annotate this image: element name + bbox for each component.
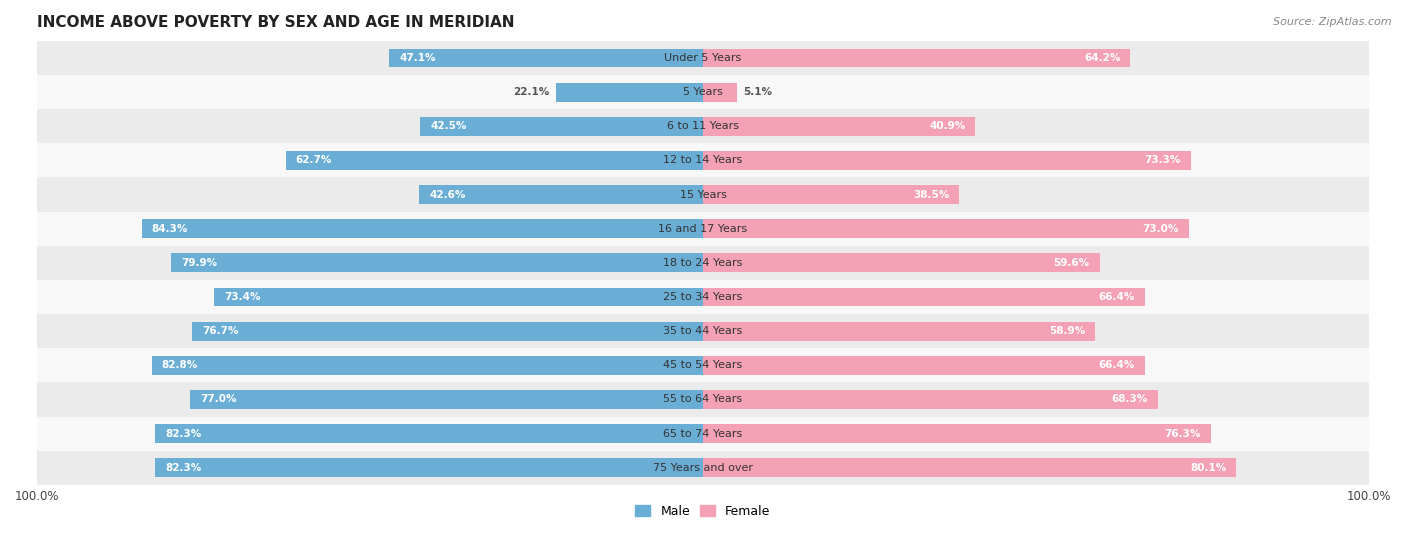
Text: 38.5%: 38.5%: [912, 190, 949, 200]
Bar: [37, 280, 1369, 314]
Text: INCOME ABOVE POVERTY BY SEX AND AGE IN MERIDIAN: INCOME ABOVE POVERTY BY SEX AND AGE IN M…: [37, 15, 515, 30]
Bar: [193, 322, 703, 340]
Bar: [37, 75, 1369, 109]
Bar: [142, 219, 703, 238]
Bar: [555, 83, 703, 102]
Bar: [172, 253, 703, 272]
Text: Under 5 Years: Under 5 Years: [665, 53, 741, 63]
Bar: [155, 458, 703, 477]
Bar: [703, 356, 1144, 375]
Text: 73.3%: 73.3%: [1144, 155, 1181, 165]
Text: 42.5%: 42.5%: [430, 121, 467, 131]
Text: 16 and 17 Years: 16 and 17 Years: [658, 224, 748, 234]
Text: 25 to 34 Years: 25 to 34 Years: [664, 292, 742, 302]
Text: 6 to 11 Years: 6 to 11 Years: [666, 121, 740, 131]
Bar: [419, 185, 703, 204]
Bar: [37, 382, 1369, 416]
Text: 42.6%: 42.6%: [429, 190, 465, 200]
Text: 45 to 54 Years: 45 to 54 Years: [664, 361, 742, 370]
Text: 12 to 14 Years: 12 to 14 Years: [664, 155, 742, 165]
Text: 82.8%: 82.8%: [162, 361, 198, 370]
Text: 22.1%: 22.1%: [513, 87, 550, 97]
Bar: [703, 83, 737, 102]
Bar: [703, 424, 1211, 443]
Bar: [703, 151, 1191, 170]
Bar: [703, 219, 1189, 238]
Bar: [37, 314, 1369, 348]
Bar: [285, 151, 703, 170]
Legend: Male, Female: Male, Female: [630, 500, 776, 523]
Text: 40.9%: 40.9%: [929, 121, 966, 131]
Text: 73.4%: 73.4%: [225, 292, 262, 302]
Text: 35 to 44 Years: 35 to 44 Years: [664, 326, 742, 336]
Text: 76.3%: 76.3%: [1164, 429, 1201, 439]
Bar: [37, 41, 1369, 75]
Bar: [703, 253, 1099, 272]
Text: 15 Years: 15 Years: [679, 190, 727, 200]
Text: 58.9%: 58.9%: [1049, 326, 1085, 336]
Text: 47.1%: 47.1%: [399, 53, 436, 63]
Bar: [703, 117, 976, 136]
Text: 84.3%: 84.3%: [152, 224, 188, 234]
Text: 68.3%: 68.3%: [1112, 395, 1147, 405]
Text: 66.4%: 66.4%: [1098, 361, 1135, 370]
Bar: [37, 246, 1369, 280]
Bar: [703, 322, 1095, 340]
Bar: [37, 212, 1369, 246]
Bar: [37, 348, 1369, 382]
Text: 66.4%: 66.4%: [1098, 292, 1135, 302]
Bar: [37, 143, 1369, 178]
Bar: [703, 288, 1144, 306]
Bar: [37, 178, 1369, 212]
Text: 65 to 74 Years: 65 to 74 Years: [664, 429, 742, 439]
Bar: [703, 458, 1236, 477]
Text: 64.2%: 64.2%: [1084, 53, 1121, 63]
Text: 82.3%: 82.3%: [165, 429, 201, 439]
Text: Source: ZipAtlas.com: Source: ZipAtlas.com: [1274, 17, 1392, 27]
Bar: [37, 451, 1369, 485]
Bar: [703, 49, 1130, 67]
Text: 75 Years and over: 75 Years and over: [652, 463, 754, 473]
Bar: [420, 117, 703, 136]
Bar: [214, 288, 703, 306]
Bar: [152, 356, 703, 375]
Text: 76.7%: 76.7%: [202, 326, 239, 336]
Text: 59.6%: 59.6%: [1053, 258, 1090, 268]
Text: 62.7%: 62.7%: [295, 155, 332, 165]
Text: 77.0%: 77.0%: [201, 395, 236, 405]
Text: 5.1%: 5.1%: [744, 87, 773, 97]
Text: 55 to 64 Years: 55 to 64 Years: [664, 395, 742, 405]
Bar: [703, 390, 1157, 409]
Bar: [190, 390, 703, 409]
Text: 5 Years: 5 Years: [683, 87, 723, 97]
Bar: [155, 424, 703, 443]
Bar: [389, 49, 703, 67]
Bar: [37, 416, 1369, 451]
Text: 79.9%: 79.9%: [181, 258, 217, 268]
Bar: [703, 185, 959, 204]
Bar: [37, 109, 1369, 143]
Text: 82.3%: 82.3%: [165, 463, 201, 473]
Text: 80.1%: 80.1%: [1189, 463, 1226, 473]
Text: 73.0%: 73.0%: [1143, 224, 1180, 234]
Text: 18 to 24 Years: 18 to 24 Years: [664, 258, 742, 268]
